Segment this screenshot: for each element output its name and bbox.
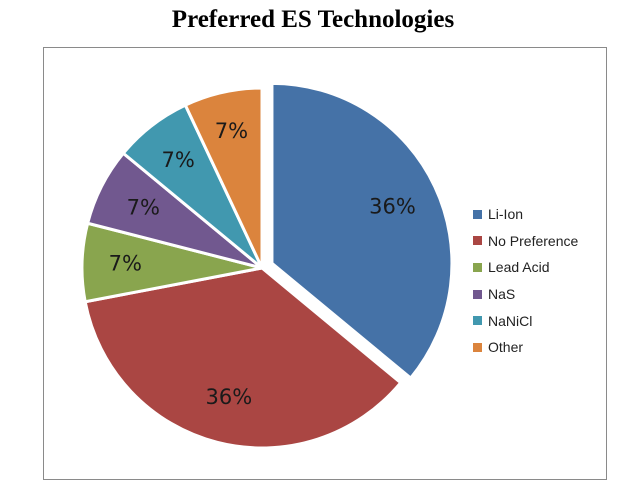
legend-swatch bbox=[473, 289, 482, 299]
legend-label: Li-Ion bbox=[488, 206, 524, 223]
legend-label: NaNiCl bbox=[488, 312, 533, 329]
chart-legend: Li-Ion No Preference Lead Acid NaS NaNiCl Oth… bbox=[473, 201, 578, 361]
data-label-nas: 7% bbox=[127, 196, 160, 220]
legend-item-other: Other bbox=[473, 334, 578, 361]
legend-item-li-ion: Li-Ion bbox=[473, 201, 578, 228]
legend-item-no-preference: No Preference bbox=[473, 228, 578, 255]
legend-label: Other bbox=[488, 339, 524, 356]
data-label-other: 7% bbox=[215, 119, 248, 143]
legend-swatch bbox=[473, 262, 482, 272]
legend-label: No Preference bbox=[488, 232, 579, 249]
legend-swatch bbox=[473, 342, 482, 352]
pie-slice-li-ion bbox=[270, 81, 454, 381]
data-label-lead-acid: 7% bbox=[109, 252, 142, 276]
chart-title: Preferred ES Technologies bbox=[171, 6, 455, 33]
pie-slice-other bbox=[183, 86, 264, 269]
legend-label: Lead Acid bbox=[488, 259, 550, 276]
data-label-li-ion: 36% bbox=[369, 195, 416, 219]
data-label-nanicl: 7% bbox=[161, 148, 194, 172]
legend-swatch bbox=[473, 209, 482, 219]
legend-swatch bbox=[473, 236, 482, 246]
pie-slice-no-preference bbox=[83, 266, 403, 450]
legend-item-nas: NaS bbox=[473, 281, 578, 308]
chart-frame bbox=[43, 47, 607, 480]
legend-item-nanicl: NaNiCl bbox=[473, 307, 578, 334]
data-label-no-preference: 36% bbox=[206, 385, 253, 409]
legend-swatch bbox=[473, 316, 482, 326]
legend-item-lead-acid: Lead Acid bbox=[473, 254, 578, 281]
legend-label: NaS bbox=[488, 286, 516, 303]
